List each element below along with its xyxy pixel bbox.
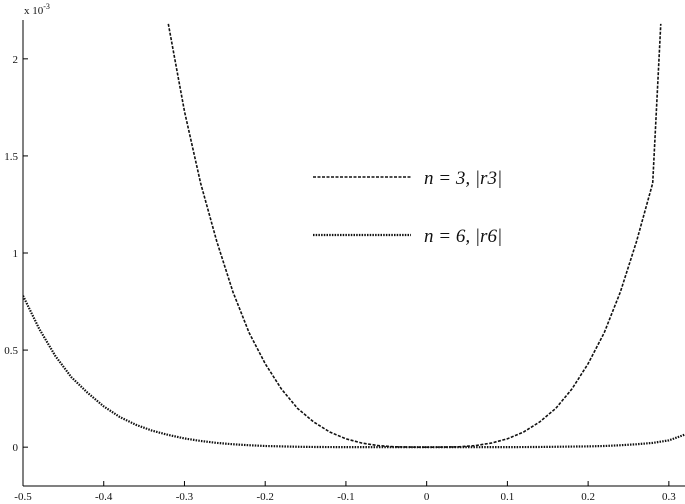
y-tick-label: 1.5	[4, 151, 18, 163]
x-tick-label: -0.2	[256, 491, 273, 503]
plot-area	[23, 20, 685, 486]
axes-group: -0.5 -0.4 -0.3 -0.2 -0.1 0 0.1 0.2 0.3 0 0.5 1 1.5 2	[4, 20, 685, 503]
x-tick-label: -0.5	[14, 491, 32, 503]
x-tick-label: 0	[424, 491, 430, 503]
legend: n = 3, |r3| n = 6, |r6|	[313, 168, 502, 247]
legend-label-1: n = 3, |r3|	[424, 168, 502, 189]
x-tick-label: 0.3	[662, 491, 676, 503]
x-tick-label: 0.2	[581, 491, 595, 503]
y-tick-label: 0	[13, 442, 19, 454]
axis-multiplier-exponent: -3	[43, 2, 50, 11]
series-line-2	[23, 295, 685, 449]
x-tick-label: -0.3	[176, 491, 194, 503]
y-tick-label: 2	[13, 54, 19, 66]
x-tick-label: -0.1	[337, 491, 354, 503]
x-tick-label: 0.1	[501, 491, 515, 503]
x-tick-label: -0.4	[95, 491, 113, 503]
axis-multiplier-label: x 10-3	[24, 2, 50, 17]
y-tick-label: 1	[13, 248, 19, 260]
plot-group	[23, 23, 685, 449]
y-tick-label: 0.5	[4, 345, 18, 357]
series-line-1	[167, 23, 662, 448]
legend-label-2: n = 6, |r6|	[424, 226, 502, 247]
